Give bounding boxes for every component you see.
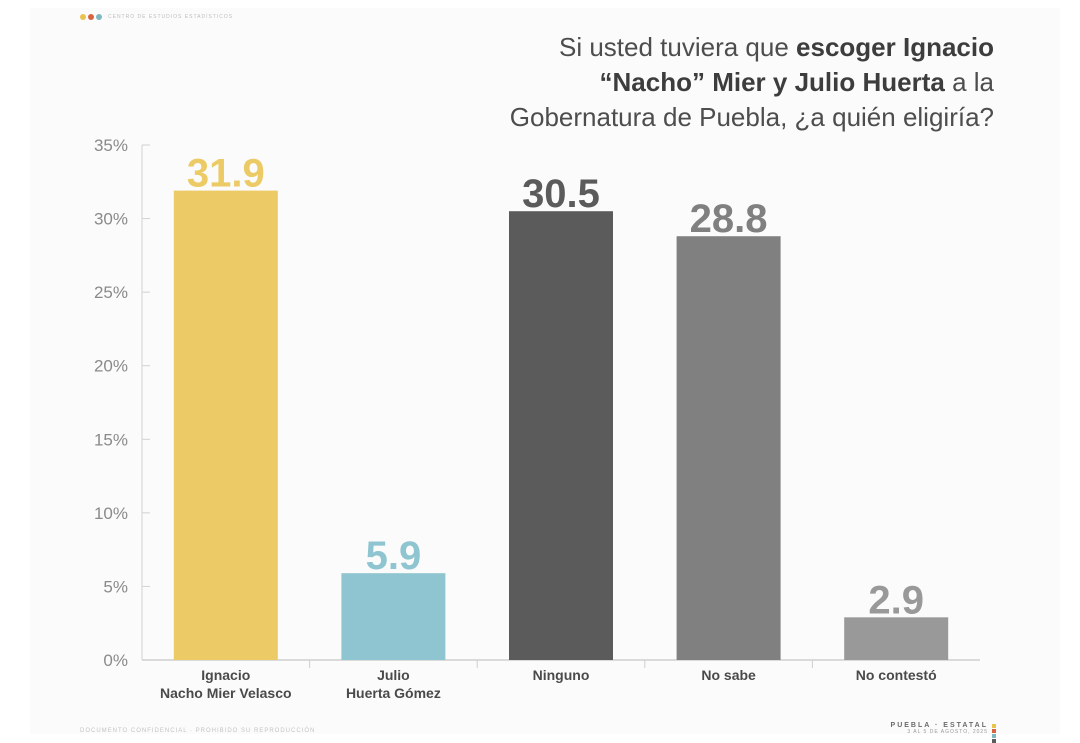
x-tick-label-line: Ignacio <box>201 667 250 683</box>
bar <box>509 211 613 660</box>
x-tick-label-line: No contestó <box>856 667 937 683</box>
x-tick-label: No contestó <box>856 667 937 683</box>
chart-title-part: “Nacho” Mier y Julio Huerta <box>599 67 945 97</box>
x-tick-label: No sabe <box>701 667 756 683</box>
footer-survey-info: PUEBLA · ESTATAL 3 AL 5 DE AGOSTO, 2025 <box>891 722 988 735</box>
bar <box>676 236 781 660</box>
bar <box>341 573 446 660</box>
bar-value-label: 2.9 <box>868 578 924 622</box>
y-tick-label: 25% <box>94 283 128 302</box>
bar <box>844 617 949 660</box>
bar-value-label: 31.9 <box>187 152 265 196</box>
chart-title-part: escoger Ignacio <box>796 32 994 62</box>
footer-survey-title: PUEBLA · ESTATAL <box>890 722 988 729</box>
y-tick-label: 0% <box>103 651 128 670</box>
x-tick-label-line: Huerta Gómez <box>346 685 441 701</box>
logo-dots <box>80 14 102 20</box>
logo-dot <box>80 14 86 20</box>
footer-color-mark <box>992 724 996 743</box>
footer-mark-square <box>992 739 996 743</box>
footer-mark-square <box>992 729 996 733</box>
chart-title: Si usted tuviera que escoger Ignacio “Nac… <box>374 30 994 135</box>
y-tick-label: 35% <box>94 136 128 155</box>
bar-value-label: 28.8 <box>690 197 768 241</box>
bar-value-label: 30.5 <box>522 172 600 216</box>
x-tick-label-line: Julio <box>377 667 410 683</box>
brand-logo: CENTRO DE ESTUDIOS ESTADÍSTICOS <box>80 14 233 20</box>
y-tick-label: 10% <box>94 504 128 523</box>
x-tick-label: Ninguno <box>533 667 590 683</box>
footer-mark-square <box>992 724 996 728</box>
y-tick-label: 30% <box>94 210 128 229</box>
footer-survey-dates: 3 AL 5 DE AGOSTO, 2025 <box>907 729 988 735</box>
brand-text: CENTRO DE ESTUDIOS ESTADÍSTICOS <box>108 14 234 20</box>
chart-title-part: a la <box>944 67 994 97</box>
x-tick-label: Julio Huerta Gómez <box>346 667 441 701</box>
x-tick-label-line: Nacho Mier Velasco <box>160 685 292 701</box>
y-tick-label: 20% <box>94 357 128 376</box>
logo-dot <box>88 14 94 20</box>
y-tick-label: 15% <box>94 430 128 449</box>
logo-dot <box>96 14 102 20</box>
footer-mark-square <box>992 734 996 738</box>
chart-title-part: Si usted tuviera que <box>558 32 797 62</box>
y-tick-label: 5% <box>103 577 128 596</box>
chart-title-part: Gobernatura de Puebla, ¿a quién eligiría… <box>509 102 994 132</box>
x-tick-label: Ignacio Nacho Mier Velasco <box>160 667 292 701</box>
bar <box>173 190 278 660</box>
x-tick-label-line: No sabe <box>701 667 756 683</box>
x-tick-label-line: Ninguno <box>533 667 590 683</box>
bar-value-label: 5.9 <box>366 534 422 578</box>
footer-confidential: DOCUMENTO CONFIDENCIAL · PROHIBIDO SU RE… <box>80 728 316 734</box>
